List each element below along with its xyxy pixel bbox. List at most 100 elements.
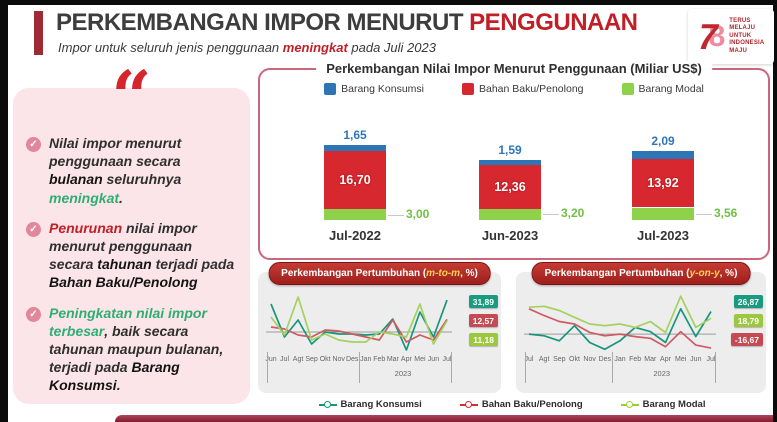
line-legend-item-barang-konsumsi: Barang Konsumsi [318, 399, 422, 410]
page-title: PERKEMBANGAN IMPOR MENURUT PENGGUNAAN [56, 9, 638, 37]
mtm-chart-panel: Perkembangan Pertumbuhan (m-to-m, %) Jun… [258, 262, 501, 393]
bar-segment-bahan-baku: 13,92 [632, 158, 694, 208]
axis-month-label: Agt [292, 356, 304, 363]
insights-panel: “ ✓ Nilai impor menurut penggunaan secara… [13, 62, 250, 404]
series-line-barang-konsumsi [528, 307, 712, 351]
check-icon: ✓ [26, 137, 41, 152]
bar-value-connector [388, 214, 404, 216]
page-title-accent: PENGGUNAAN [469, 9, 638, 36]
axis-month-label: Nov [332, 356, 345, 363]
axis-month-label: Mei [675, 356, 687, 363]
axis-month-label: Mei [414, 356, 426, 363]
title-accent-bar [34, 11, 43, 55]
bar-segment-modal [479, 208, 541, 220]
legend-label: Bahan Baku/Penolong [479, 83, 584, 95]
legend-label: Barang Modal [638, 83, 704, 95]
mtm-chart-value-labels: 31,89 12,57 11,18 [468, 295, 498, 346]
axis-month-label: Jun [690, 356, 702, 363]
axis-month-label: Okt [569, 356, 580, 363]
yoy-chart-panel: Perkembangan Pertumbuhan (y-on-y, %) Jul… [516, 262, 766, 393]
insight-text: Penurunan nilai impor menurut penggunaan… [49, 219, 235, 291]
axis-month-label: Jul [280, 356, 289, 363]
bar-segment-modal [632, 207, 694, 220]
axis-month-label: Jul [706, 356, 716, 363]
subtitle-suffix: pada Juli 2023 [347, 40, 436, 55]
end-value-label: 31,89 [468, 295, 498, 308]
axis-group-separator [715, 352, 716, 383]
bar-segment-bahan-baku: 12,36 [479, 165, 541, 209]
legend-label: Barang Konsumsi [341, 83, 424, 95]
quote-icon: “ [111, 55, 152, 138]
axis-month-label: Mar [386, 356, 399, 363]
insight-bullet: ✓ Nilai impor menurut penggunaan secara b… [26, 134, 238, 207]
insight-list: ✓ Nilai impor menurut penggunaan secara b… [13, 88, 250, 394]
end-value-label: 11,18 [469, 333, 498, 346]
line-legend-marker [620, 400, 639, 409]
bar-chart-plot: 16,70 1,65 3,00 Jul-2022 12,36 1,59 3,20 Jun-20… [260, 70, 768, 258]
axis-year-label: 2023 [394, 369, 412, 378]
logo-78-digits: 7 8 [693, 16, 725, 57]
line-legend-label: Barang Konsumsi [340, 399, 422, 410]
bar-value-modal: 3,56 [714, 205, 738, 220]
check-icon: ✓ [26, 221, 41, 237]
legend-swatch [324, 83, 337, 95]
line-legend-item-barang-modal: Barang Modal [620, 399, 706, 410]
axis-month-label: Feb [373, 356, 386, 363]
axis-month-label: Des [345, 356, 359, 363]
bar-category-label: Jun-2023 [481, 228, 539, 243]
series-line-bahan-baku-penolong [270, 318, 448, 343]
bar-value-modal: 3,00 [406, 206, 430, 221]
bar-chart-legend: Barang Konsumsi Bahan Baku/Penolong Barang… [260, 83, 768, 95]
line-legend-label: Barang Modal [642, 399, 706, 410]
bar-segment-modal [324, 209, 386, 220]
series-line-bahan-baku-penolong [528, 308, 712, 349]
yoy-chart-title: Perkembangan Pertumbuhan (y-on-y, %) [531, 262, 751, 285]
bar-value-connector [696, 213, 712, 215]
axis-month-label: Sep [553, 356, 566, 363]
axis-month-label: Jan [614, 356, 626, 363]
line-charts-legend: Barang Konsumsi Bahan Baku/Penolong Barang… [258, 399, 766, 410]
axis-month-label: Jan [360, 356, 372, 363]
bar-value-modal: 3,20 [561, 206, 585, 221]
end-value-label: 26,87 [733, 295, 763, 308]
end-value-label: 18,79 [733, 314, 763, 327]
bar-value-konsumsi: 1,65 [343, 128, 367, 143]
insight-bullet: ✓ Penurunan nilai impor menurut penggunaa… [26, 219, 238, 292]
axis-month-label: Jun [427, 356, 440, 363]
bar-category-label: Jul-2022 [328, 228, 382, 243]
axis-month-label: Sep [305, 356, 318, 363]
yoy-title-suffix: , %) [719, 268, 738, 279]
axis-group-separator [612, 352, 614, 383]
axis-group-separator [525, 352, 526, 383]
bar-segment-konsumsi [632, 151, 694, 159]
subtitle-highlight: meningkat [282, 40, 348, 55]
axis-month-label: Jul [524, 356, 534, 363]
mtm-title-prefix: Perkembangan Pertumbuhan ( [281, 268, 427, 279]
bar-chart-panel: Perkembangan Nilai Impor Menurut Penggun… [258, 61, 770, 260]
line-legend-marker [459, 400, 478, 409]
axis-month-label: Apr [660, 356, 671, 363]
axis-month-label: Jul [442, 356, 452, 363]
infographic-slide: PERKEMBANGAN IMPOR MENURUT PENGGUNAAN Im… [8, 5, 774, 422]
legend-item-bahan-baku-penolong: Bahan Baku/Penolong [462, 83, 584, 95]
axis-month-label: Mar [644, 356, 657, 363]
bar-value-konsumsi: 2,09 [651, 134, 675, 149]
mtm-chart-axis: Jun Jul Agt Sep Okt Nov Des Jan Feb Mar Apr Mei Jun J… [265, 352, 452, 388]
yoy-chart-axis: Jul Agt Sep Okt Nov Des Jan Feb Mar Apr Mei Jun Jul 2… [524, 352, 716, 388]
yoy-chart-plot [524, 295, 716, 351]
legend-swatch [462, 83, 474, 95]
mtm-title-suffix: , %) [460, 268, 478, 279]
axis-month-label: Okt [319, 356, 331, 363]
axis-month-label: Jun [265, 356, 277, 363]
check-icon: ✓ [26, 306, 41, 322]
axis-month-label: Agt [538, 356, 550, 363]
bar-segment-bahan-baku: 16,70 [324, 150, 386, 210]
mtm-chart-title: Perkembangan Pertumbuhan (m-to-m, %) [268, 262, 491, 285]
axis-month-label: Nov [583, 356, 596, 363]
mtm-chart-plot [266, 296, 452, 351]
axis-group-separator [451, 352, 452, 383]
yoy-title-prefix: Perkembangan Pertumbuhan ( [544, 268, 690, 279]
footer-bar [115, 415, 773, 422]
legend-swatch [621, 83, 634, 95]
hut-ri-78-logo: 7 8 TERUS MELAJU UNTUK INDONESIA MAJU [688, 9, 774, 64]
